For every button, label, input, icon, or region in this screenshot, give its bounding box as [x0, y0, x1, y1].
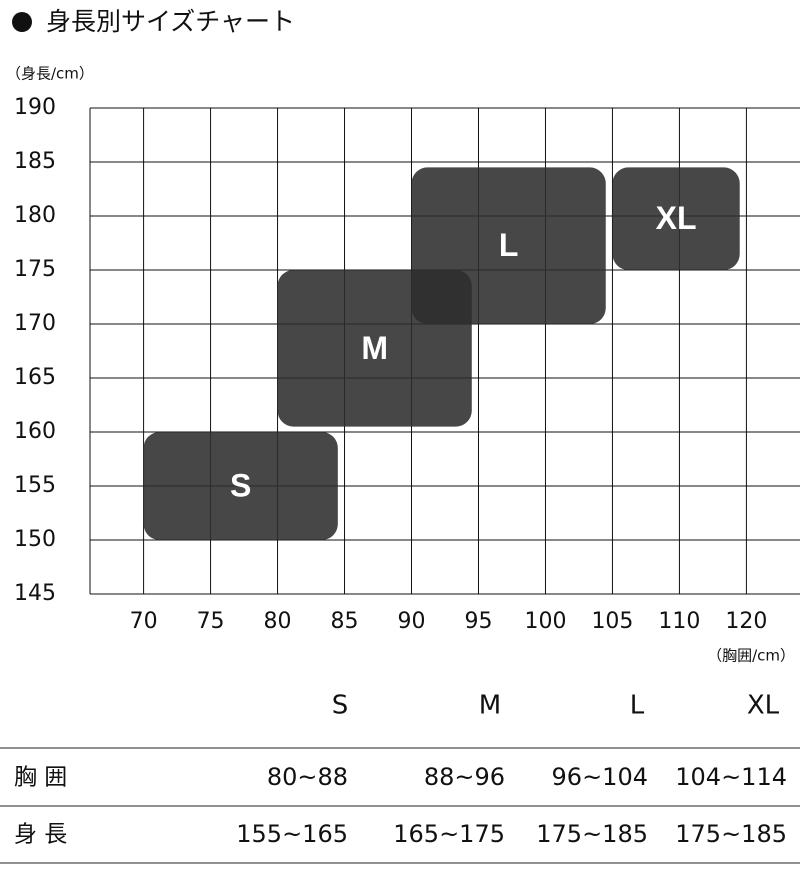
size-label: S	[230, 467, 251, 503]
x-tick-label: 120	[725, 609, 767, 634]
table-cell: 175~185	[675, 820, 787, 848]
table-cell: 165~175	[393, 820, 505, 848]
x-tick-label: 75	[197, 609, 225, 634]
y-tick-label: 165	[14, 365, 56, 390]
x-tick-label: 90	[398, 609, 426, 634]
table-header: S	[332, 691, 349, 721]
x-tick-label: 70	[130, 609, 158, 634]
y-tick-label: 185	[14, 149, 56, 174]
size-range	[612, 167, 740, 270]
x-axis-label: （胸囲/cm）	[707, 647, 795, 665]
table-header: XL	[747, 691, 780, 721]
row-label: 胸 囲	[14, 765, 67, 791]
x-tick-label: 100	[524, 609, 566, 634]
y-tick-label: 160	[14, 419, 56, 444]
table-cell: 104~114	[675, 763, 787, 791]
x-tick-label: 85	[331, 609, 359, 634]
y-tick-label: 180	[14, 203, 56, 228]
table-cell: 96~104	[552, 763, 648, 791]
x-tick-label: 110	[658, 609, 700, 634]
chart-title: 身長別サイズチャート	[46, 7, 295, 36]
title-bullet	[12, 12, 32, 32]
y-tick-label: 145	[14, 581, 56, 606]
y-tick-label: 155	[14, 473, 56, 498]
table-cell: 80~88	[267, 763, 348, 791]
table-cell: 175~185	[536, 820, 648, 848]
table-cell: 155~165	[236, 820, 348, 848]
size-label: L	[499, 227, 519, 263]
size-label: XL	[656, 200, 697, 236]
size-range	[411, 167, 606, 324]
table-header: L	[630, 691, 645, 721]
x-tick-label: 105	[591, 609, 633, 634]
x-tick-label: 80	[264, 609, 292, 634]
row-label: 身 長	[14, 822, 67, 848]
table-cell: 88~96	[424, 763, 505, 791]
size-range	[143, 432, 338, 540]
size-label: M	[361, 330, 388, 366]
table-header: M	[479, 691, 501, 721]
x-tick-label: 95	[464, 609, 492, 634]
y-tick-label: 175	[14, 257, 56, 282]
y-tick-label: 150	[14, 527, 56, 552]
y-tick-label: 190	[14, 95, 56, 120]
y-axis-label: （身長/cm）	[6, 65, 94, 83]
y-tick-label: 170	[14, 311, 56, 336]
